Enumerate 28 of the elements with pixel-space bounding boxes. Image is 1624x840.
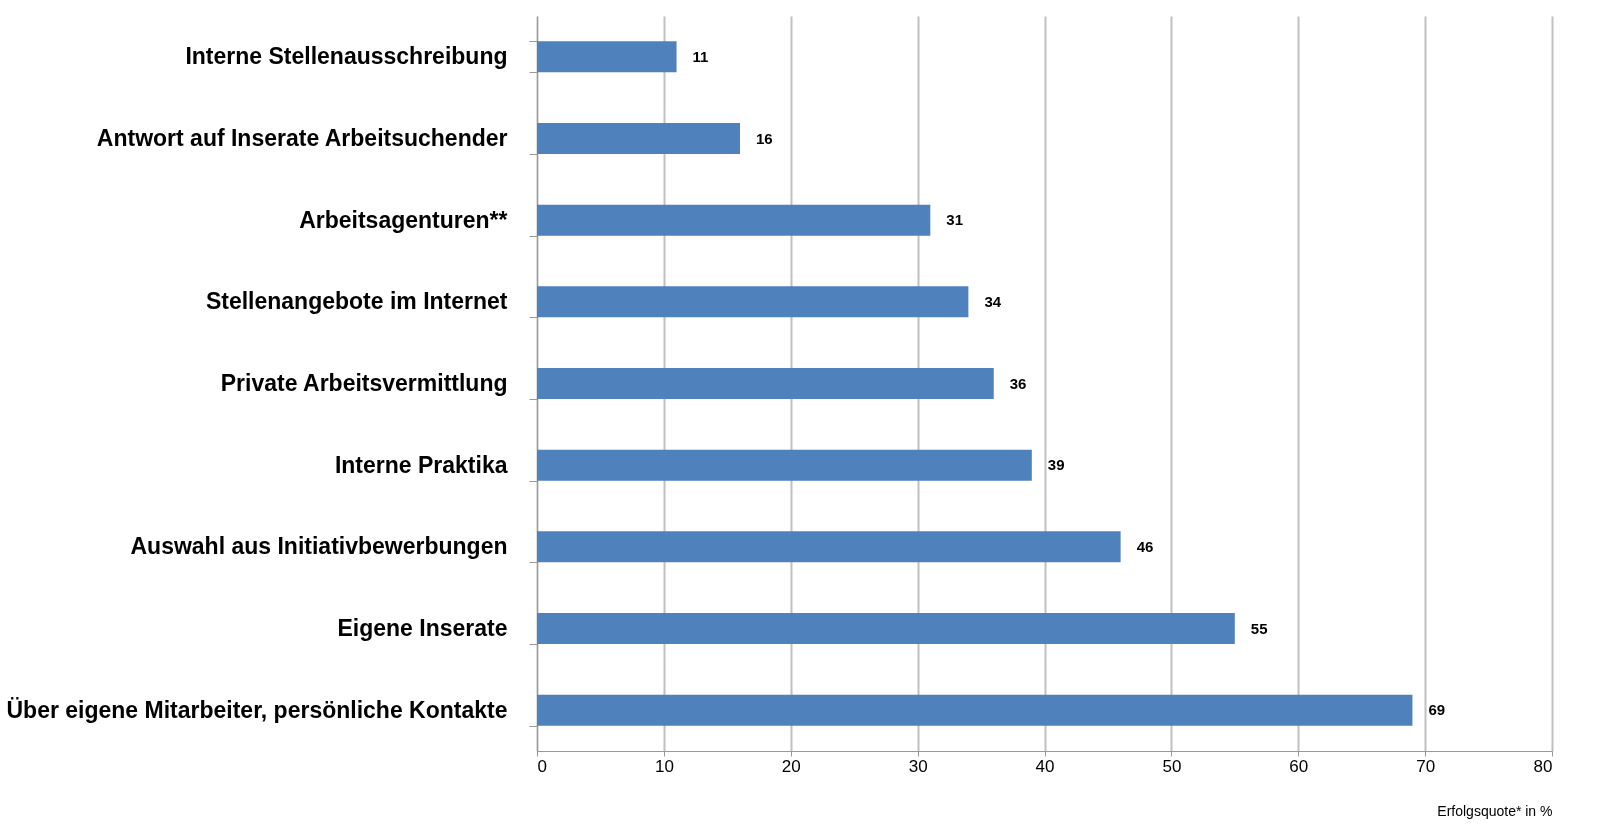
data-label: 11	[692, 47, 709, 65]
data-label: 36	[1009, 374, 1027, 392]
y-tick-label: Arbeitsagenturen**	[299, 206, 508, 233]
y-tick-label: Private Arbeitsvermittlung	[220, 370, 508, 396]
data-label: 34	[984, 292, 1002, 310]
y-tick-label: Interne Praktika	[334, 451, 508, 478]
x-axis-title: Erfolgsquote* in %	[1437, 802, 1553, 819]
x-tick-label: 80	[1533, 756, 1553, 776]
y-tick-label: Eigene Inserate	[337, 615, 508, 641]
y-tick-label: Stellenangebote im Internet	[205, 288, 508, 315]
x-tick-label: 0	[537, 756, 547, 776]
data-label: 69	[1428, 701, 1446, 719]
y-tick-label: Antwort auf Inserate Arbeitsuchender	[96, 125, 508, 151]
x-tick-label: 40	[1035, 756, 1055, 776]
y-tick-label: Auswahl aus Initiativbewerbungen	[130, 533, 508, 560]
data-label: 16	[756, 129, 773, 147]
x-tick-label: 50	[1162, 756, 1182, 776]
data-label: 55	[1250, 619, 1268, 637]
data-label: 39	[1047, 456, 1065, 474]
x-tick-label: 60	[1289, 756, 1309, 776]
x-tick-label: 30	[908, 756, 928, 776]
x-tick-label: 20	[781, 756, 801, 776]
data-label: 31	[946, 211, 963, 229]
y-tick-label: Über eigene Mitarbeiter, persönliche Kontakte	[6, 696, 508, 723]
x-tick-label: 10	[654, 756, 674, 776]
x-tick-label: 70	[1416, 756, 1436, 776]
data-label: 46	[1136, 537, 1154, 555]
y-tick-label: Interne Stellenausschreibung	[185, 43, 508, 70]
